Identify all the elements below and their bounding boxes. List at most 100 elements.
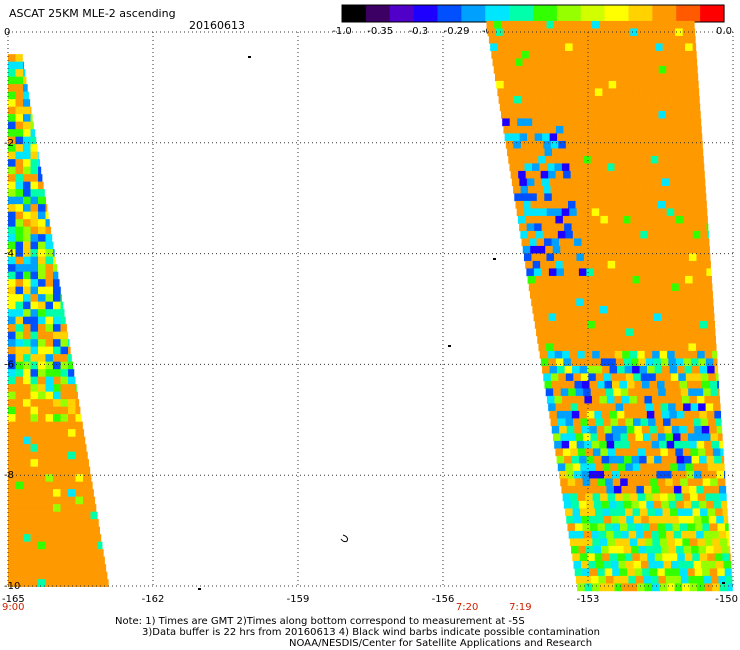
data-cell <box>549 178 558 187</box>
data-cell <box>8 474 16 482</box>
data-cell <box>667 28 676 37</box>
data-cell <box>650 388 659 397</box>
data-cell <box>588 95 597 104</box>
data-cell <box>559 103 568 112</box>
data-cell <box>619 148 628 157</box>
data-cell <box>686 515 695 524</box>
data-cell <box>75 474 84 482</box>
data-cell <box>8 151 16 160</box>
data-cell <box>15 91 24 100</box>
data-cell <box>605 343 614 352</box>
data-cell <box>637 583 645 592</box>
data-cell <box>568 110 577 119</box>
data-cell <box>8 279 16 287</box>
data-cell <box>53 324 61 332</box>
data-cell <box>548 80 557 89</box>
data-cell <box>623 170 631 179</box>
data-cell <box>83 474 91 482</box>
data-cell <box>23 249 31 257</box>
data-cell <box>575 245 584 254</box>
data-cell <box>556 35 565 44</box>
data-cell <box>636 485 645 494</box>
data-cell <box>681 208 690 217</box>
data-cell <box>637 118 646 127</box>
data-cell <box>659 538 668 547</box>
data-cell <box>566 193 575 202</box>
data-cell <box>75 481 84 490</box>
data-cell <box>38 256 46 265</box>
data-cell <box>516 65 525 74</box>
data-cell <box>30 301 39 310</box>
data-cell <box>586 35 595 44</box>
data-cell <box>694 103 701 112</box>
data-cell <box>697 583 705 592</box>
data-cell <box>676 223 685 232</box>
data-cell <box>674 583 683 592</box>
data-cell <box>670 418 679 427</box>
data-cell <box>23 279 31 287</box>
data-cell <box>38 226 46 235</box>
data-cell <box>45 204 48 212</box>
data-cell <box>550 185 559 194</box>
data-cell <box>644 538 653 547</box>
data-cell <box>38 556 46 565</box>
data-cell <box>702 433 711 442</box>
data-cell <box>696 530 704 539</box>
data-cell <box>701 515 710 524</box>
data-cell <box>697 350 705 359</box>
data-cell <box>30 144 38 152</box>
data-cell <box>619 380 628 389</box>
data-cell <box>535 43 543 52</box>
data-cell <box>567 103 576 112</box>
data-cell <box>578 403 586 412</box>
data-cell <box>631 313 639 322</box>
data-cell <box>563 125 572 134</box>
data-cell <box>30 324 39 332</box>
data-cell <box>568 200 576 209</box>
data-cell <box>45 279 54 287</box>
data-cell <box>563 80 572 89</box>
data-cell <box>620 200 629 209</box>
colorbar-segment <box>533 5 558 22</box>
data-cell <box>704 208 708 217</box>
data-cell <box>60 361 69 370</box>
data-cell <box>718 388 720 397</box>
data-cell <box>526 80 534 89</box>
data-cell <box>38 436 46 445</box>
data-cell <box>603 373 612 382</box>
data-cell <box>579 553 588 562</box>
data-cell <box>620 155 629 164</box>
data-cell <box>552 433 561 442</box>
data-cell <box>610 230 619 239</box>
data-cell <box>68 541 76 550</box>
data-cell <box>654 223 662 232</box>
data-cell <box>655 508 663 517</box>
data-cell <box>571 178 580 187</box>
data-cell <box>583 530 592 539</box>
data-cell <box>547 118 556 127</box>
data-cell <box>681 530 689 539</box>
data-cell <box>604 335 613 344</box>
colorbar-segment <box>604 5 630 22</box>
data-cell <box>30 414 39 422</box>
data-cell <box>38 579 46 587</box>
data-cell <box>687 478 696 487</box>
data-cell <box>605 575 614 584</box>
data-cell <box>640 418 649 427</box>
data-cell <box>30 256 39 265</box>
data-cell <box>630 170 639 179</box>
data-cell <box>641 193 650 202</box>
data-cell <box>588 283 597 292</box>
data-cell <box>534 320 543 329</box>
data-cell <box>30 399 39 407</box>
data-cell <box>650 245 659 254</box>
data-cell <box>23 444 31 452</box>
data-cell <box>701 425 710 434</box>
data-cell <box>709 523 718 532</box>
data-cell <box>598 253 607 262</box>
data-cell <box>597 568 606 577</box>
data-cell <box>648 283 657 292</box>
data-cell <box>8 219 16 227</box>
data-cell <box>702 568 711 577</box>
data-cell <box>53 391 61 400</box>
